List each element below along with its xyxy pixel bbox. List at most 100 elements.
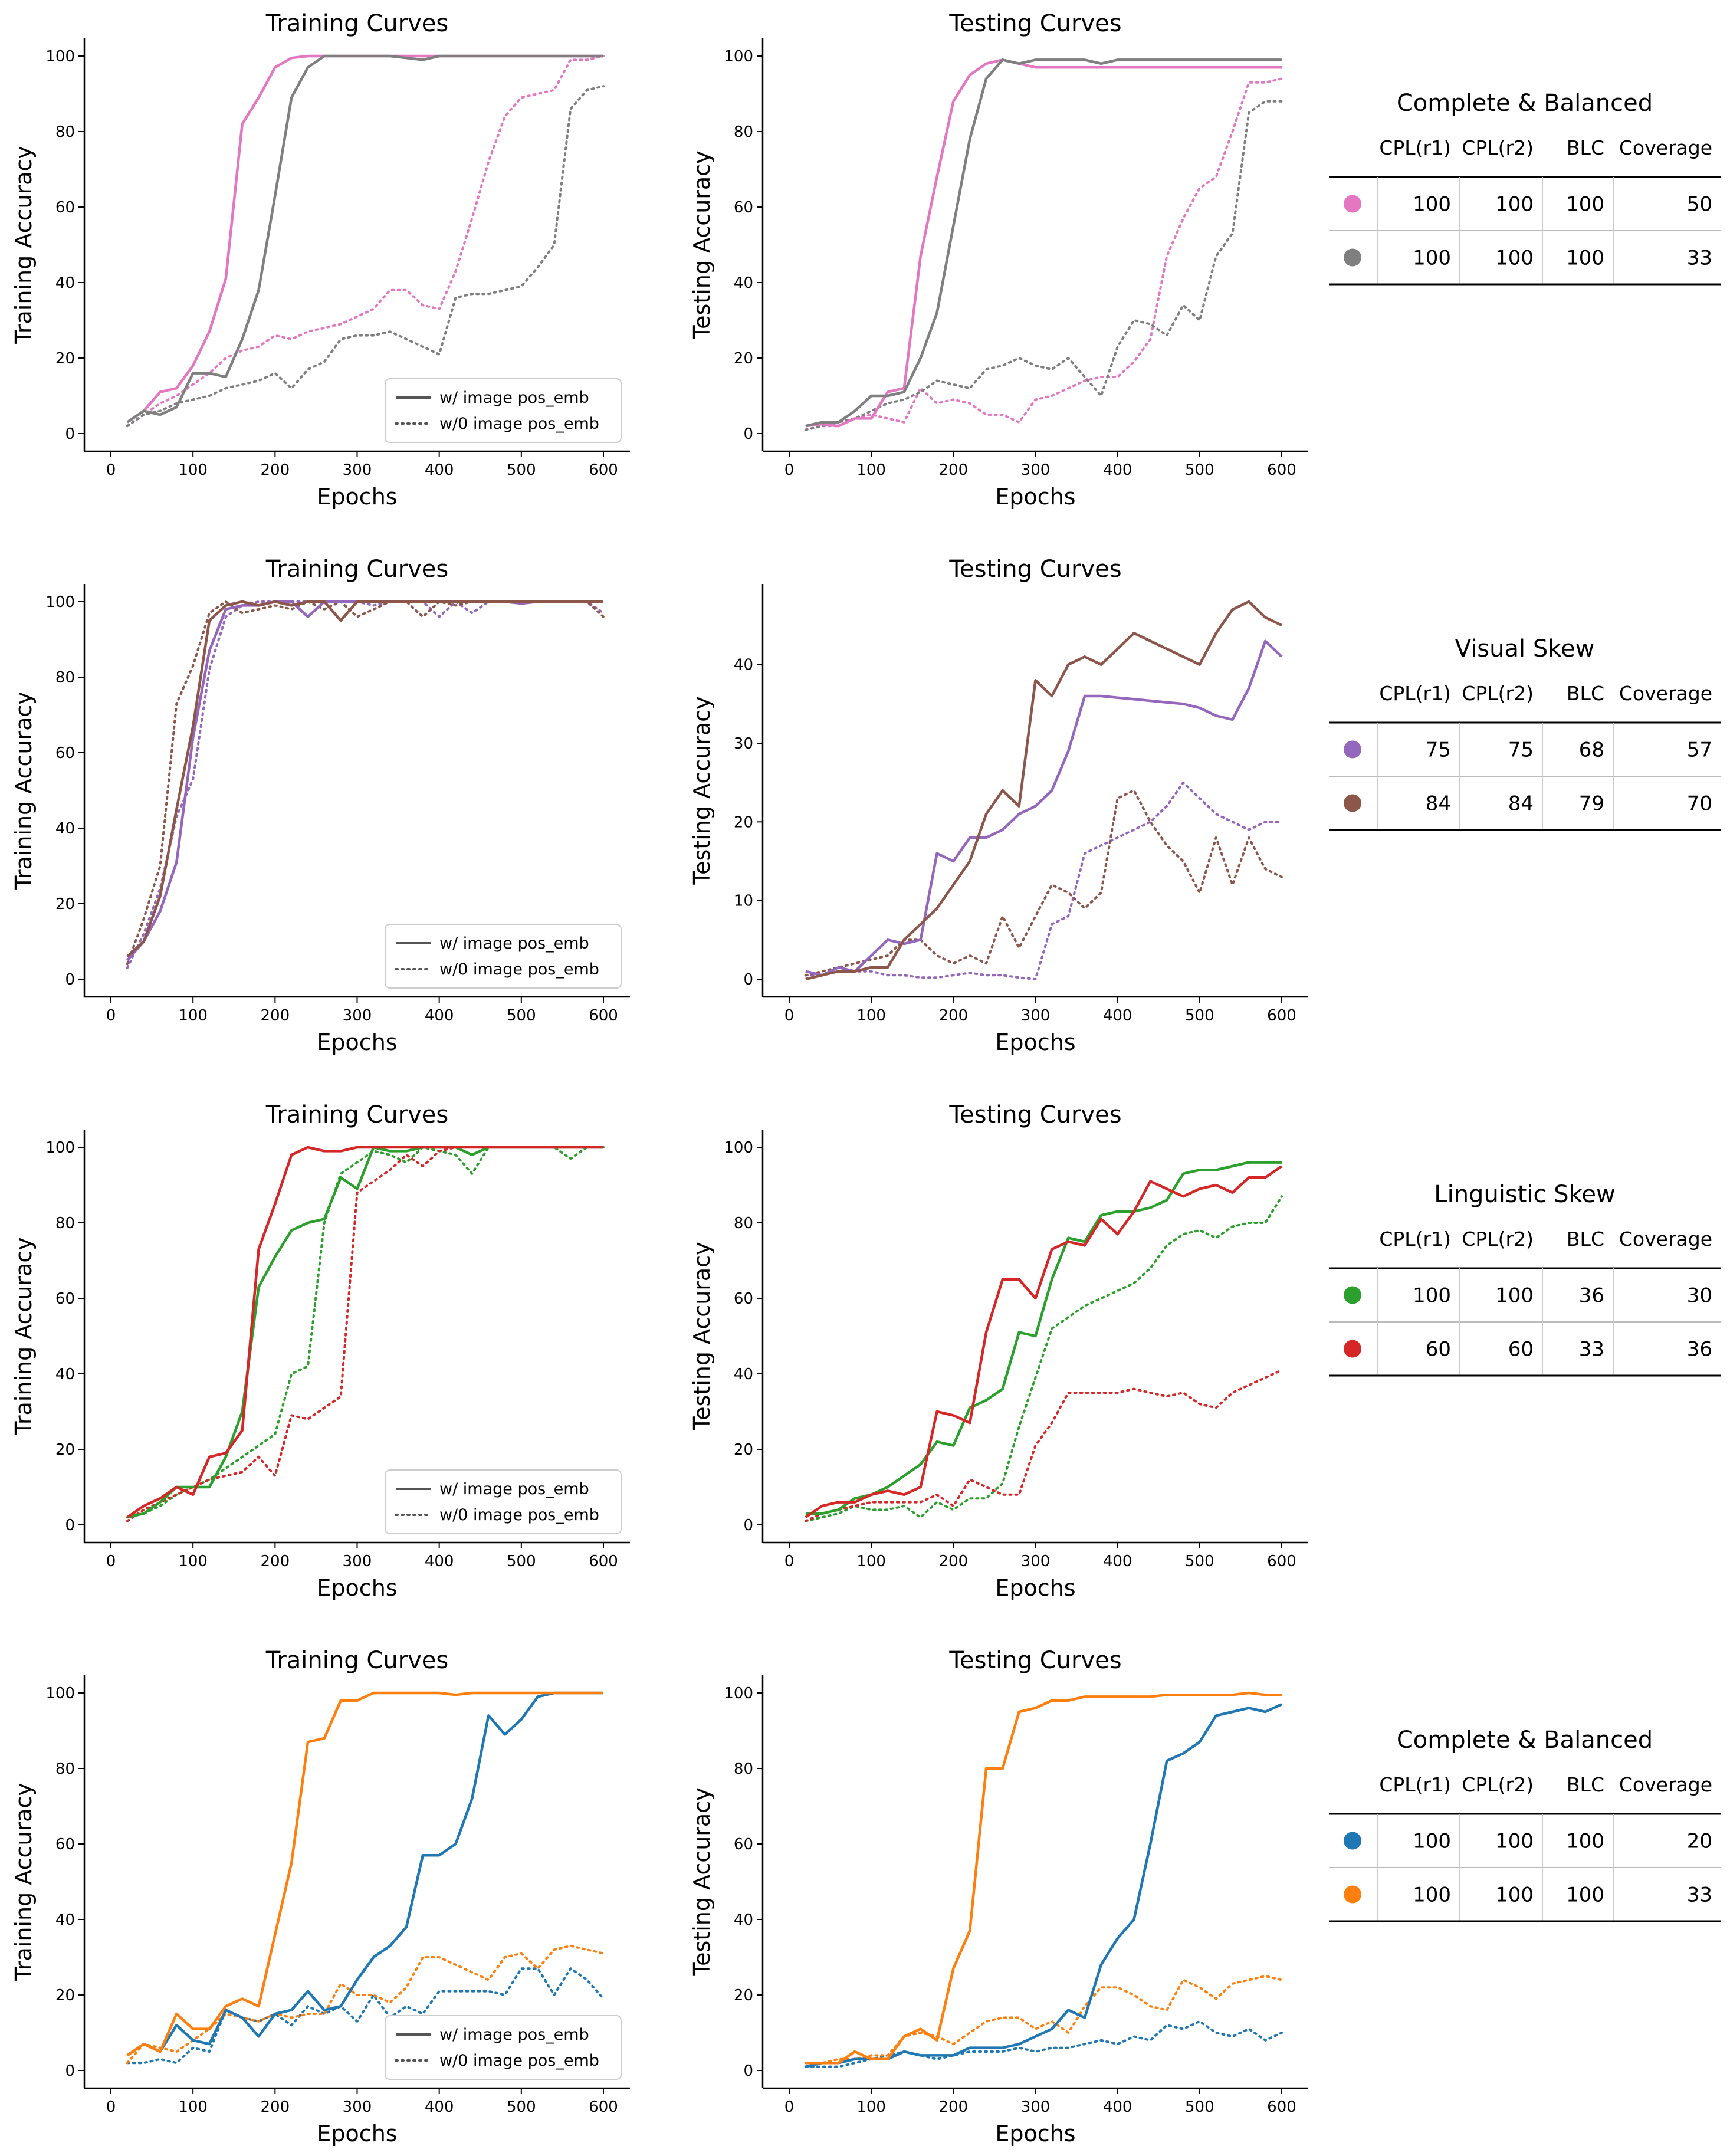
- x-axis-label: Epochs: [995, 2121, 1075, 2147]
- chart-title: Training Curves: [265, 556, 448, 583]
- row-color-marker: [1344, 1286, 1361, 1304]
- series-line-solid-1: [805, 58, 1282, 428]
- legend-solid-label: w/ image pos_emb: [439, 934, 589, 953]
- summary-table-3: Linguistic Skew CPL(r1) CPL(r2) BLC Coverage…: [1329, 1181, 1721, 1377]
- table-cell: 100: [1495, 247, 1534, 270]
- series-line-dotted-3: [126, 1967, 605, 2065]
- y-tick-label: 0: [65, 971, 75, 989]
- x-tick-label: 400: [1103, 1553, 1132, 1570]
- legend-solid-label: w/ image pos_emb: [439, 2026, 589, 2044]
- chart-4: Testing Curves 0 100 200 300 400 500 600 0 10 20 30…: [689, 556, 1308, 1055]
- y-tick-label: 60: [734, 1836, 753, 1853]
- x-tick-label: 600: [1267, 461, 1296, 479]
- legend-dotted-label: w/0 image pos_emb: [439, 415, 599, 433]
- legend-solid-label: w/ image pos_emb: [439, 1480, 589, 1498]
- series-line-solid-1: [126, 54, 603, 424]
- x-tick-label: 500: [507, 461, 536, 479]
- legend-box: [385, 924, 622, 989]
- y-tick-label: 0: [743, 425, 753, 443]
- y-tick-label: 20: [55, 895, 75, 913]
- y-tick-label: 100: [724, 1685, 753, 1702]
- x-tick-label: 300: [343, 1007, 372, 1025]
- x-tick-label: 100: [178, 1553, 208, 1570]
- series-line-dotted-3: [804, 77, 1283, 431]
- table-header-cell: Coverage: [1619, 1228, 1712, 1251]
- chart-title: Testing Curves: [948, 556, 1121, 583]
- x-tick-label: 500: [1185, 461, 1214, 479]
- row-color-marker: [1344, 1340, 1361, 1358]
- series-line-solid-1: [805, 1703, 1282, 2068]
- table-header-cell: CPL(r2): [1462, 1228, 1534, 1251]
- series-line-dotted-4: [804, 1975, 1283, 2065]
- x-tick-label: 100: [856, 2098, 886, 2116]
- x-tick-label: 400: [1103, 1007, 1132, 1025]
- table-cell: 75: [1508, 739, 1534, 762]
- series-line-dotted-3: [804, 1195, 1283, 1522]
- chart-title: Training Curves: [265, 10, 448, 37]
- chart-3: Training Curves 0 100 200 300 400 500 600 0 20 40 6…: [11, 556, 630, 1055]
- x-tick-label: 200: [939, 2098, 969, 2116]
- x-tick-label: 600: [589, 461, 618, 479]
- series-line-solid-2: [805, 1165, 1283, 1519]
- x-tick-label: 600: [1267, 1553, 1296, 1570]
- y-tick-label: 40: [734, 657, 753, 674]
- series-line-solid-1: [805, 1161, 1282, 1515]
- table-cell: 20: [1687, 1830, 1712, 1853]
- x-tick-label: 400: [425, 1553, 454, 1570]
- chart-8: Testing Curves 0 100 200 300 400 500 600 0 20 40 60…: [689, 1647, 1308, 2147]
- y-tick-label: 100: [724, 48, 753, 65]
- y-tick-label: 0: [65, 1517, 75, 1534]
- y-tick-label: 60: [55, 1836, 75, 1853]
- y-tick-label: 60: [734, 1290, 753, 1308]
- y-axis-label: Testing Accuracy: [689, 696, 715, 885]
- x-tick-label: 500: [507, 1007, 536, 1025]
- table-cell: 68: [1579, 739, 1604, 762]
- y-tick-label: 60: [55, 744, 75, 762]
- x-tick-label: 400: [425, 2098, 454, 2116]
- series-line-solid-2: [126, 1146, 603, 1519]
- series-line-dotted-3: [126, 1146, 605, 1519]
- table-header-cell: CPL(r2): [1462, 1773, 1534, 1796]
- x-axis-label: Epochs: [317, 2121, 397, 2147]
- x-tick-label: 400: [1103, 461, 1132, 479]
- table-cell: 57: [1687, 739, 1712, 762]
- y-tick-label: 60: [734, 199, 753, 216]
- table-header-cell: CPL(r2): [1462, 682, 1534, 705]
- chart-2: Testing Curves 0 100 200 300 400 500 600 0 20 40 60…: [689, 10, 1308, 510]
- y-tick-label: 100: [45, 1139, 75, 1157]
- y-tick-label: 0: [743, 971, 753, 989]
- x-axis-label: Epochs: [995, 1575, 1075, 1601]
- x-tick-label: 500: [507, 2098, 536, 2116]
- table-cell: 100: [1413, 1284, 1451, 1308]
- table-header-cell: Coverage: [1619, 682, 1712, 705]
- x-tick-label: 200: [261, 1553, 290, 1570]
- y-tick-label: 40: [734, 1911, 753, 1929]
- legend-dotted-label: w/0 image pos_emb: [439, 1506, 599, 1524]
- y-tick-label: 40: [55, 274, 75, 292]
- series-line-solid-2: [805, 600, 1282, 981]
- chart-title: Testing Curves: [948, 1647, 1121, 1674]
- chart-1: Training Curves 0 100 200 300 400 500 600 0 20 40 6…: [11, 10, 630, 510]
- series-line-dotted-4: [804, 1369, 1283, 1522]
- series-line-dotted-3: [126, 55, 605, 428]
- x-tick-label: 400: [1103, 2098, 1132, 2116]
- x-tick-label: 0: [784, 1007, 795, 1025]
- table-cell: 36: [1579, 1284, 1604, 1308]
- y-tick-label: 80: [55, 669, 75, 687]
- series-line-solid-2: [126, 1691, 603, 2057]
- x-tick-label: 500: [1185, 1007, 1214, 1025]
- chart-5: Training Curves 0 100 200 300 400 500 600 0 20 40 6…: [11, 1101, 630, 1601]
- x-tick-label: 0: [106, 1007, 116, 1025]
- x-tick-label: 600: [589, 1007, 618, 1025]
- x-axis-label: Epochs: [317, 1575, 397, 1601]
- table-header-cell: CPL(r1): [1379, 1228, 1451, 1251]
- y-tick-label: 100: [45, 593, 75, 611]
- series-line-solid-2: [805, 58, 1282, 428]
- x-tick-label: 0: [784, 2098, 795, 2116]
- y-axis-label: Training Accuracy: [11, 691, 37, 890]
- table-header-cell: BLC: [1567, 136, 1604, 159]
- y-tick-label: 40: [734, 274, 753, 292]
- x-tick-label: 100: [856, 1007, 886, 1025]
- table-cell: 33: [1687, 1883, 1712, 1907]
